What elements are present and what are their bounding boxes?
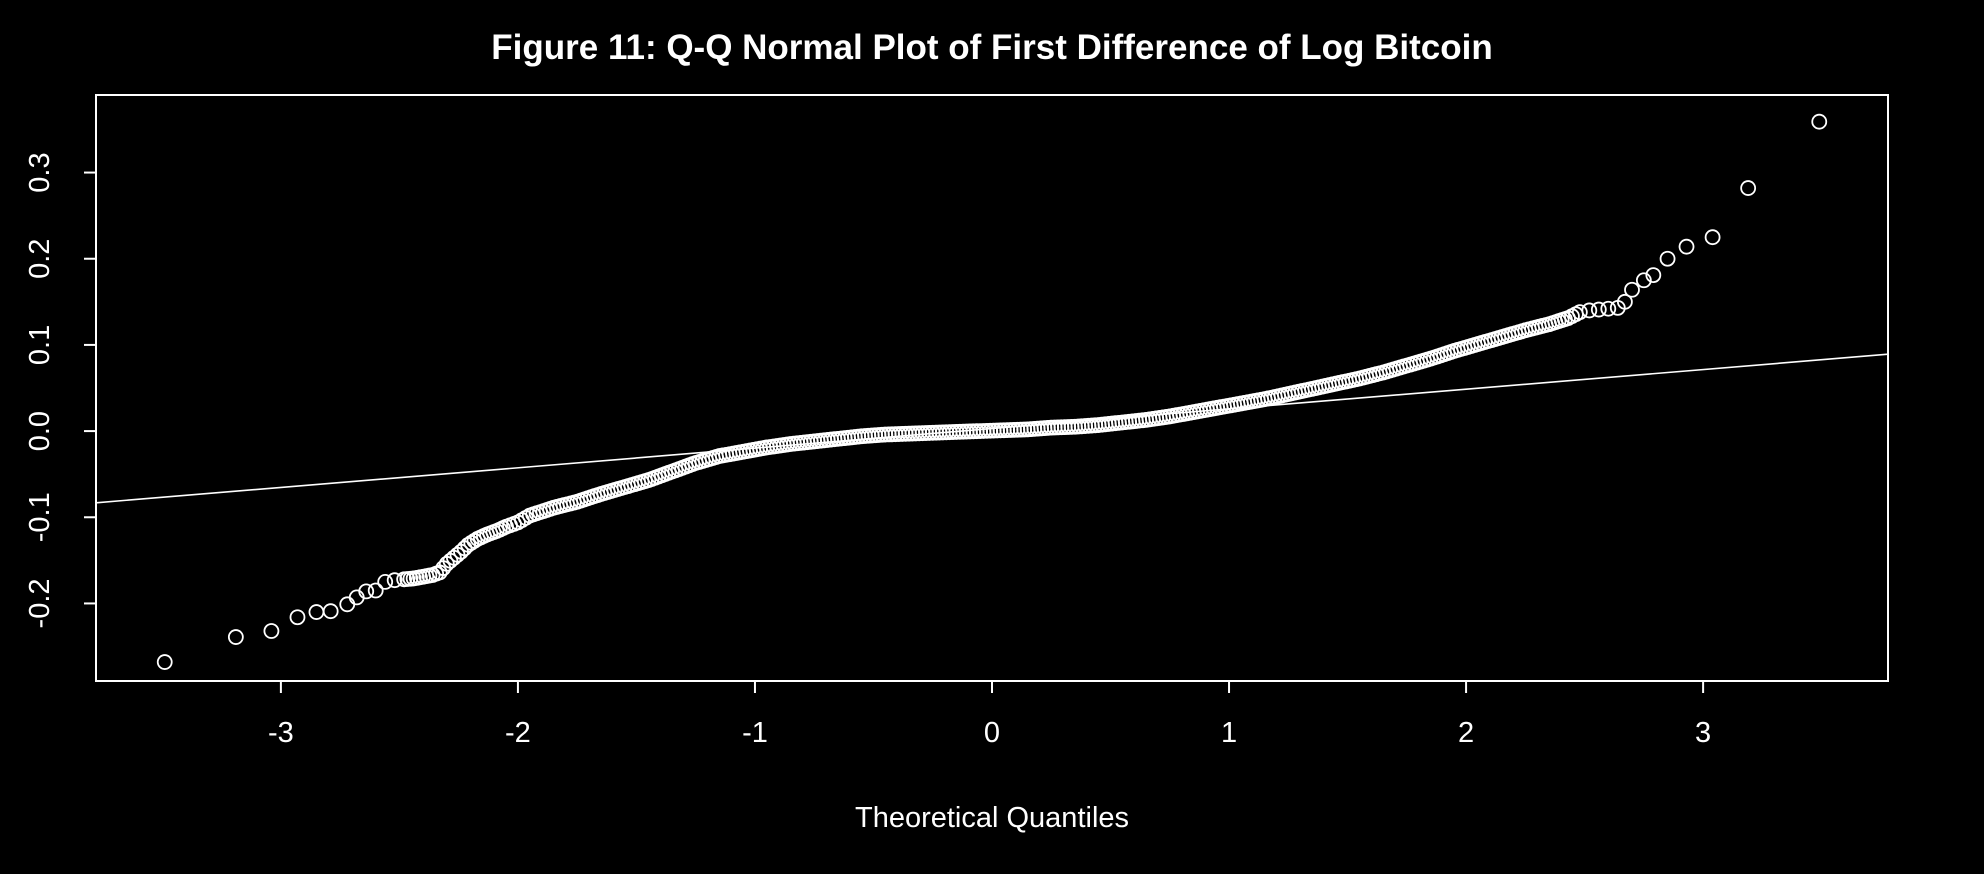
data-point — [1740, 180, 1757, 196]
data-point — [156, 654, 173, 670]
y-axis: -0.2 -0.1 0.0 0.1 0.2 0.3 — [24, 152, 97, 628]
y-tick-label: 0.3 — [24, 152, 56, 192]
data-point — [1635, 272, 1652, 289]
x-tick-label: -2 — [505, 717, 531, 749]
data-point — [377, 574, 394, 590]
y-tick-label: 0.2 — [24, 239, 56, 279]
data-point — [1581, 302, 1598, 319]
qq-reference-line — [96, 353, 1888, 504]
x-axis-label: Theoretical Quantiles — [855, 802, 1129, 834]
data-point — [386, 572, 403, 589]
data-point — [367, 582, 384, 599]
data-point — [1645, 267, 1662, 284]
data-point — [227, 629, 244, 645]
data-point — [289, 609, 306, 626]
x-tick-label: -1 — [742, 717, 768, 749]
y-tick-label: 0.1 — [24, 325, 56, 365]
data-point — [263, 623, 280, 639]
data-point — [1704, 229, 1721, 246]
x-tick-label: 3 — [1695, 717, 1711, 749]
data-point — [1624, 281, 1640, 298]
data-point — [358, 583, 375, 600]
data-point — [1571, 304, 1588, 321]
x-tick-label: 1 — [1221, 717, 1237, 749]
data-point — [1811, 113, 1828, 130]
y-tick-label: -0.1 — [24, 492, 56, 542]
data-point — [1590, 301, 1607, 318]
data-point — [322, 603, 339, 620]
y-tick-label: 0.0 — [24, 411, 56, 451]
x-tick-label: 0 — [984, 717, 1000, 749]
data-point — [1616, 293, 1633, 310]
x-axis: -3 -2 -1 0 1 2 3 — [268, 680, 1711, 749]
data-point — [1600, 300, 1617, 317]
reference-line-group — [96, 353, 1888, 504]
x-tick-label: 2 — [1458, 717, 1474, 749]
data-point — [1678, 238, 1695, 255]
y-tick-label: -0.2 — [24, 578, 56, 628]
chart-title: Figure 11: Q-Q Normal Plot of First Diff… — [491, 28, 1492, 67]
data-point — [1659, 250, 1676, 267]
data-points — [156, 113, 1828, 670]
x-tick-label: -3 — [268, 717, 294, 749]
